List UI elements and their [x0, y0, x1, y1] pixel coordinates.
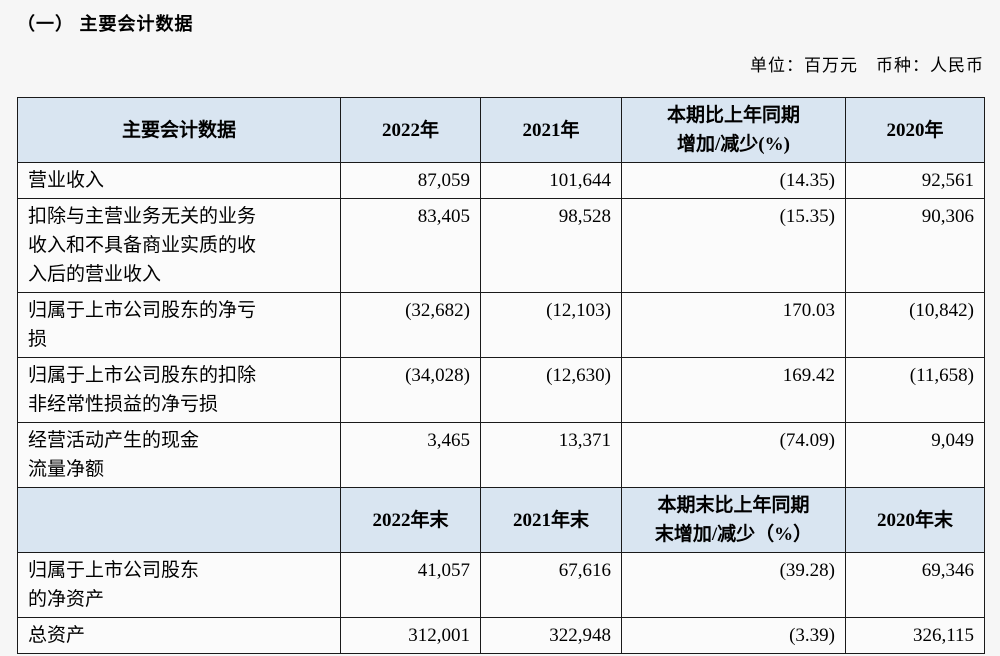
- row-label: 营业收入: [17, 162, 341, 199]
- table-row: 归属于上市公司股东的扣除 非经常性损益的净亏损 (34,028) (12,630…: [17, 357, 985, 423]
- row-label: 扣除与主营业务无关的业务 收入和不具备商业实质的收 入后的营业收入: [17, 198, 341, 293]
- value-2021: 101,644: [480, 162, 622, 199]
- value-2020: 92,561: [845, 162, 985, 199]
- value-2020: (10,842): [845, 292, 985, 358]
- table-row: 营业收入 87,059 101,644 (14.35) 92,561: [17, 162, 985, 199]
- section-title: （一） 主要会计数据: [17, 14, 194, 34]
- value-2020: 69,346: [845, 552, 985, 618]
- header-change: 本期比上年同期 增加/减少(%): [621, 97, 846, 163]
- value-change: (39.28): [621, 552, 846, 618]
- value-change: 169.42: [621, 357, 846, 423]
- value-2021: 13,371: [480, 422, 622, 488]
- value-2021: (12,103): [480, 292, 622, 358]
- row-label: 归属于上市公司股东的净亏 损: [17, 292, 341, 358]
- unit-currency-note: 单位：百万元 币种：人民币: [750, 56, 984, 75]
- value-change: (3.39): [621, 617, 846, 654]
- header-2020-end: 2020年末: [845, 487, 985, 553]
- value-2021: 322,948: [480, 617, 622, 654]
- value-2022: 3,465: [340, 422, 481, 488]
- table-row: 总资产 312,001 322,948 (3.39) 326,115: [17, 617, 985, 654]
- value-change: 170.03: [621, 292, 846, 358]
- table-row: 归属于上市公司股东的净亏 损 (32,682) (12,103) 170.03 …: [17, 292, 985, 358]
- value-2022: 312,001: [340, 617, 481, 654]
- row-label: 归属于上市公司股东的扣除 非经常性损益的净亏损: [17, 357, 341, 423]
- header-2022-end: 2022年末: [340, 487, 481, 553]
- value-2021: (12,630): [480, 357, 622, 423]
- table-row: 归属于上市公司股东 的净资产 41,057 67,616 (39.28) 69,…: [17, 552, 985, 618]
- row-label: 归属于上市公司股东 的净资产: [17, 552, 341, 618]
- value-2022: 83,405: [340, 198, 481, 293]
- value-2020: 9,049: [845, 422, 985, 488]
- header-metric-empty: [17, 487, 341, 553]
- value-2021: 98,528: [480, 198, 622, 293]
- row-label: 经营活动产生的现金 流量净额: [17, 422, 341, 488]
- value-2020: 90,306: [845, 198, 985, 293]
- value-change: (74.09): [621, 422, 846, 488]
- table-header-row-top: 主要会计数据 2022年 2021年 本期比上年同期 增加/减少(%) 2020…: [17, 97, 985, 163]
- row-label: 总资产: [17, 617, 341, 654]
- header-2021-end: 2021年末: [480, 487, 622, 553]
- value-change: (15.35): [621, 198, 846, 293]
- header-2021: 2021年: [480, 97, 622, 163]
- table-header-row-mid: 2022年末 2021年末 本期末比上年同期 末增加/减少（%） 2020年末: [17, 487, 985, 553]
- value-2022: (34,028): [340, 357, 481, 423]
- accounting-data-table: 主要会计数据 2022年 2021年 本期比上年同期 增加/减少(%) 2020…: [17, 97, 985, 654]
- value-2022: 87,059: [340, 162, 481, 199]
- table-row: 扣除与主营业务无关的业务 收入和不具备商业实质的收 入后的营业收入 83,405…: [17, 198, 985, 293]
- value-2021: 67,616: [480, 552, 622, 618]
- value-change: (14.35): [621, 162, 846, 199]
- value-2022: (32,682): [340, 292, 481, 358]
- table-row: 经营活动产生的现金 流量净额 3,465 13,371 (74.09) 9,04…: [17, 422, 985, 488]
- header-2022: 2022年: [340, 97, 481, 163]
- value-2020: (11,658): [845, 357, 985, 423]
- header-change-end: 本期末比上年同期 末增加/减少（%）: [621, 487, 846, 553]
- header-metric: 主要会计数据: [17, 97, 341, 163]
- value-2022: 41,057: [340, 552, 481, 618]
- header-2020: 2020年: [845, 97, 985, 163]
- value-2020: 326,115: [845, 617, 985, 654]
